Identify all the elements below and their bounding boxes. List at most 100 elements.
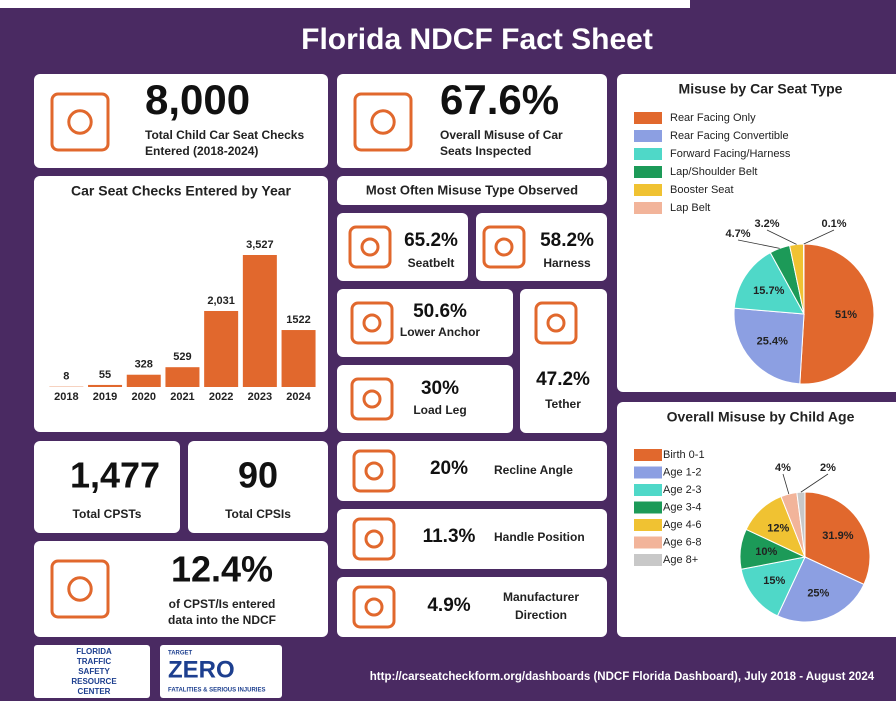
bar-label: 55	[99, 369, 111, 381]
stat-value: 12.4%	[171, 549, 273, 590]
legend-label: Age 1-2	[663, 466, 702, 478]
slice-label: 15.7%	[753, 285, 784, 297]
legend-swatch	[634, 484, 662, 496]
page: {"header": {"title": "Florida NDCF Fact …	[0, 0, 896, 701]
slice-label: 25%	[807, 588, 829, 600]
x-tick-label: 2023	[248, 391, 272, 403]
logo-text: TRAFFIC	[77, 657, 111, 666]
bar-label: 529	[173, 351, 191, 363]
misuse-value: 11.3%	[423, 526, 476, 547]
stat-value: 8,000	[145, 76, 250, 123]
legend-swatch	[634, 112, 662, 124]
x-tick-label: 2024	[286, 391, 311, 403]
slice-label: 4%	[775, 462, 791, 474]
card	[520, 289, 607, 433]
stat-value: 1,477	[70, 455, 160, 496]
bar	[204, 311, 238, 387]
slice-label: 4.7%	[725, 228, 750, 240]
legend-label: Rear Facing Only	[670, 112, 756, 124]
source: http://carseatcheckform.org/dashboards (…	[370, 671, 875, 683]
label: Seats Inspected	[440, 144, 531, 158]
legend-swatch	[634, 554, 662, 566]
legend-swatch	[634, 148, 662, 160]
bar-label: 328	[135, 359, 153, 371]
legend-swatch	[634, 184, 662, 196]
bar	[127, 375, 161, 387]
bar	[243, 255, 277, 387]
slice-label: 3.2%	[754, 218, 779, 230]
logo-text: RESOURCE	[71, 677, 117, 686]
bar	[282, 330, 316, 387]
legend-label: Birth 0-1	[663, 449, 705, 461]
label: Total Child Car Seat Checks	[145, 128, 304, 142]
legend-swatch	[634, 166, 662, 178]
slice-label: 15%	[763, 575, 785, 587]
logo-text: SAFETY	[78, 667, 110, 676]
x-tick-label: 2018	[54, 391, 78, 403]
label: data into the NDCF	[168, 613, 276, 627]
legend-label: Age 2-3	[663, 484, 702, 496]
logo-text: CENTER	[78, 687, 111, 696]
legend-swatch	[634, 519, 662, 531]
x-tick-label: 2022	[209, 391, 233, 403]
slice-label: 2%	[820, 462, 836, 474]
label: Tether	[545, 397, 581, 411]
bar-label: 3,527	[246, 239, 274, 251]
misuse-value: 47.2%	[536, 369, 590, 390]
legend-label: Age 6-8	[663, 536, 702, 548]
legend-swatch	[634, 449, 662, 461]
label: Overall Misuse of Car	[440, 128, 563, 142]
slice-label: 12%	[767, 522, 789, 534]
slice-label: 51%	[835, 309, 857, 321]
label: Direction	[515, 608, 567, 622]
label: Entered (2018-2024)	[145, 144, 258, 158]
label: Manufacturer	[503, 590, 579, 604]
legend-swatch	[634, 467, 662, 479]
misuse-value: 65.2%	[404, 230, 458, 251]
label: Lower Anchor	[400, 325, 481, 339]
bar	[165, 367, 199, 387]
label: of CPST/Is entered	[169, 597, 276, 611]
label: Load Leg	[413, 403, 466, 417]
misuse-value: 50.6%	[413, 301, 467, 322]
stat-value: 67.6%	[440, 76, 559, 123]
legend-swatch	[634, 537, 662, 549]
misuse-value: 4.9%	[427, 595, 470, 616]
fact-sheet: Florida NDCF Fact Sheet 8,000 Total Child…	[0, 0, 896, 701]
x-tick-label: 2019	[93, 391, 117, 403]
label: Total CPSIs	[225, 507, 291, 521]
label: Handle Position	[494, 530, 585, 544]
chart-title: Car Seat Checks Entered by Year	[71, 183, 292, 199]
label: Recline Angle	[494, 463, 573, 477]
stat-value: 90	[238, 455, 278, 496]
x-tick-label: 2021	[170, 391, 194, 403]
slice-label: 0.1%	[821, 218, 846, 230]
section-title: Most Often Misuse Type Observed	[366, 182, 578, 197]
top-strip	[0, 0, 690, 8]
slice-label: 31.9%	[822, 530, 853, 542]
misuse-value: 30%	[421, 378, 459, 399]
label: Harness	[543, 256, 591, 270]
bar-label: 2,031	[207, 295, 235, 307]
legend-label: Lap/Shoulder Belt	[670, 166, 757, 178]
legend-label: Forward Facing/Harness	[670, 148, 791, 160]
misuse-value: 58.2%	[540, 230, 594, 251]
legend-label: Age 8+	[663, 554, 698, 566]
legend-label: Rear Facing Convertible	[670, 130, 789, 142]
legend-label: Lap Belt	[670, 202, 710, 214]
slice-label: 25.4%	[757, 335, 788, 347]
label: Seatbelt	[408, 256, 455, 270]
title: Florida NDCF Fact Sheet	[301, 23, 653, 56]
slice-label: 10%	[755, 546, 777, 558]
legend-swatch	[634, 202, 662, 214]
logo-text: FATALITIES & SERIOUS INJURIES	[168, 688, 265, 694]
legend-label: Age 3-4	[663, 501, 702, 513]
chart-title: Misuse by Car Seat Type	[679, 81, 843, 97]
legend-label: Age 4-6	[663, 519, 702, 531]
logo-text: ZERO	[168, 656, 235, 683]
x-tick-label: 2020	[132, 391, 156, 403]
legend-swatch	[634, 130, 662, 142]
logo-text: FLORIDA	[76, 647, 112, 656]
misuse-value: 20%	[430, 458, 468, 479]
legend-label: Booster Seat	[670, 184, 734, 196]
